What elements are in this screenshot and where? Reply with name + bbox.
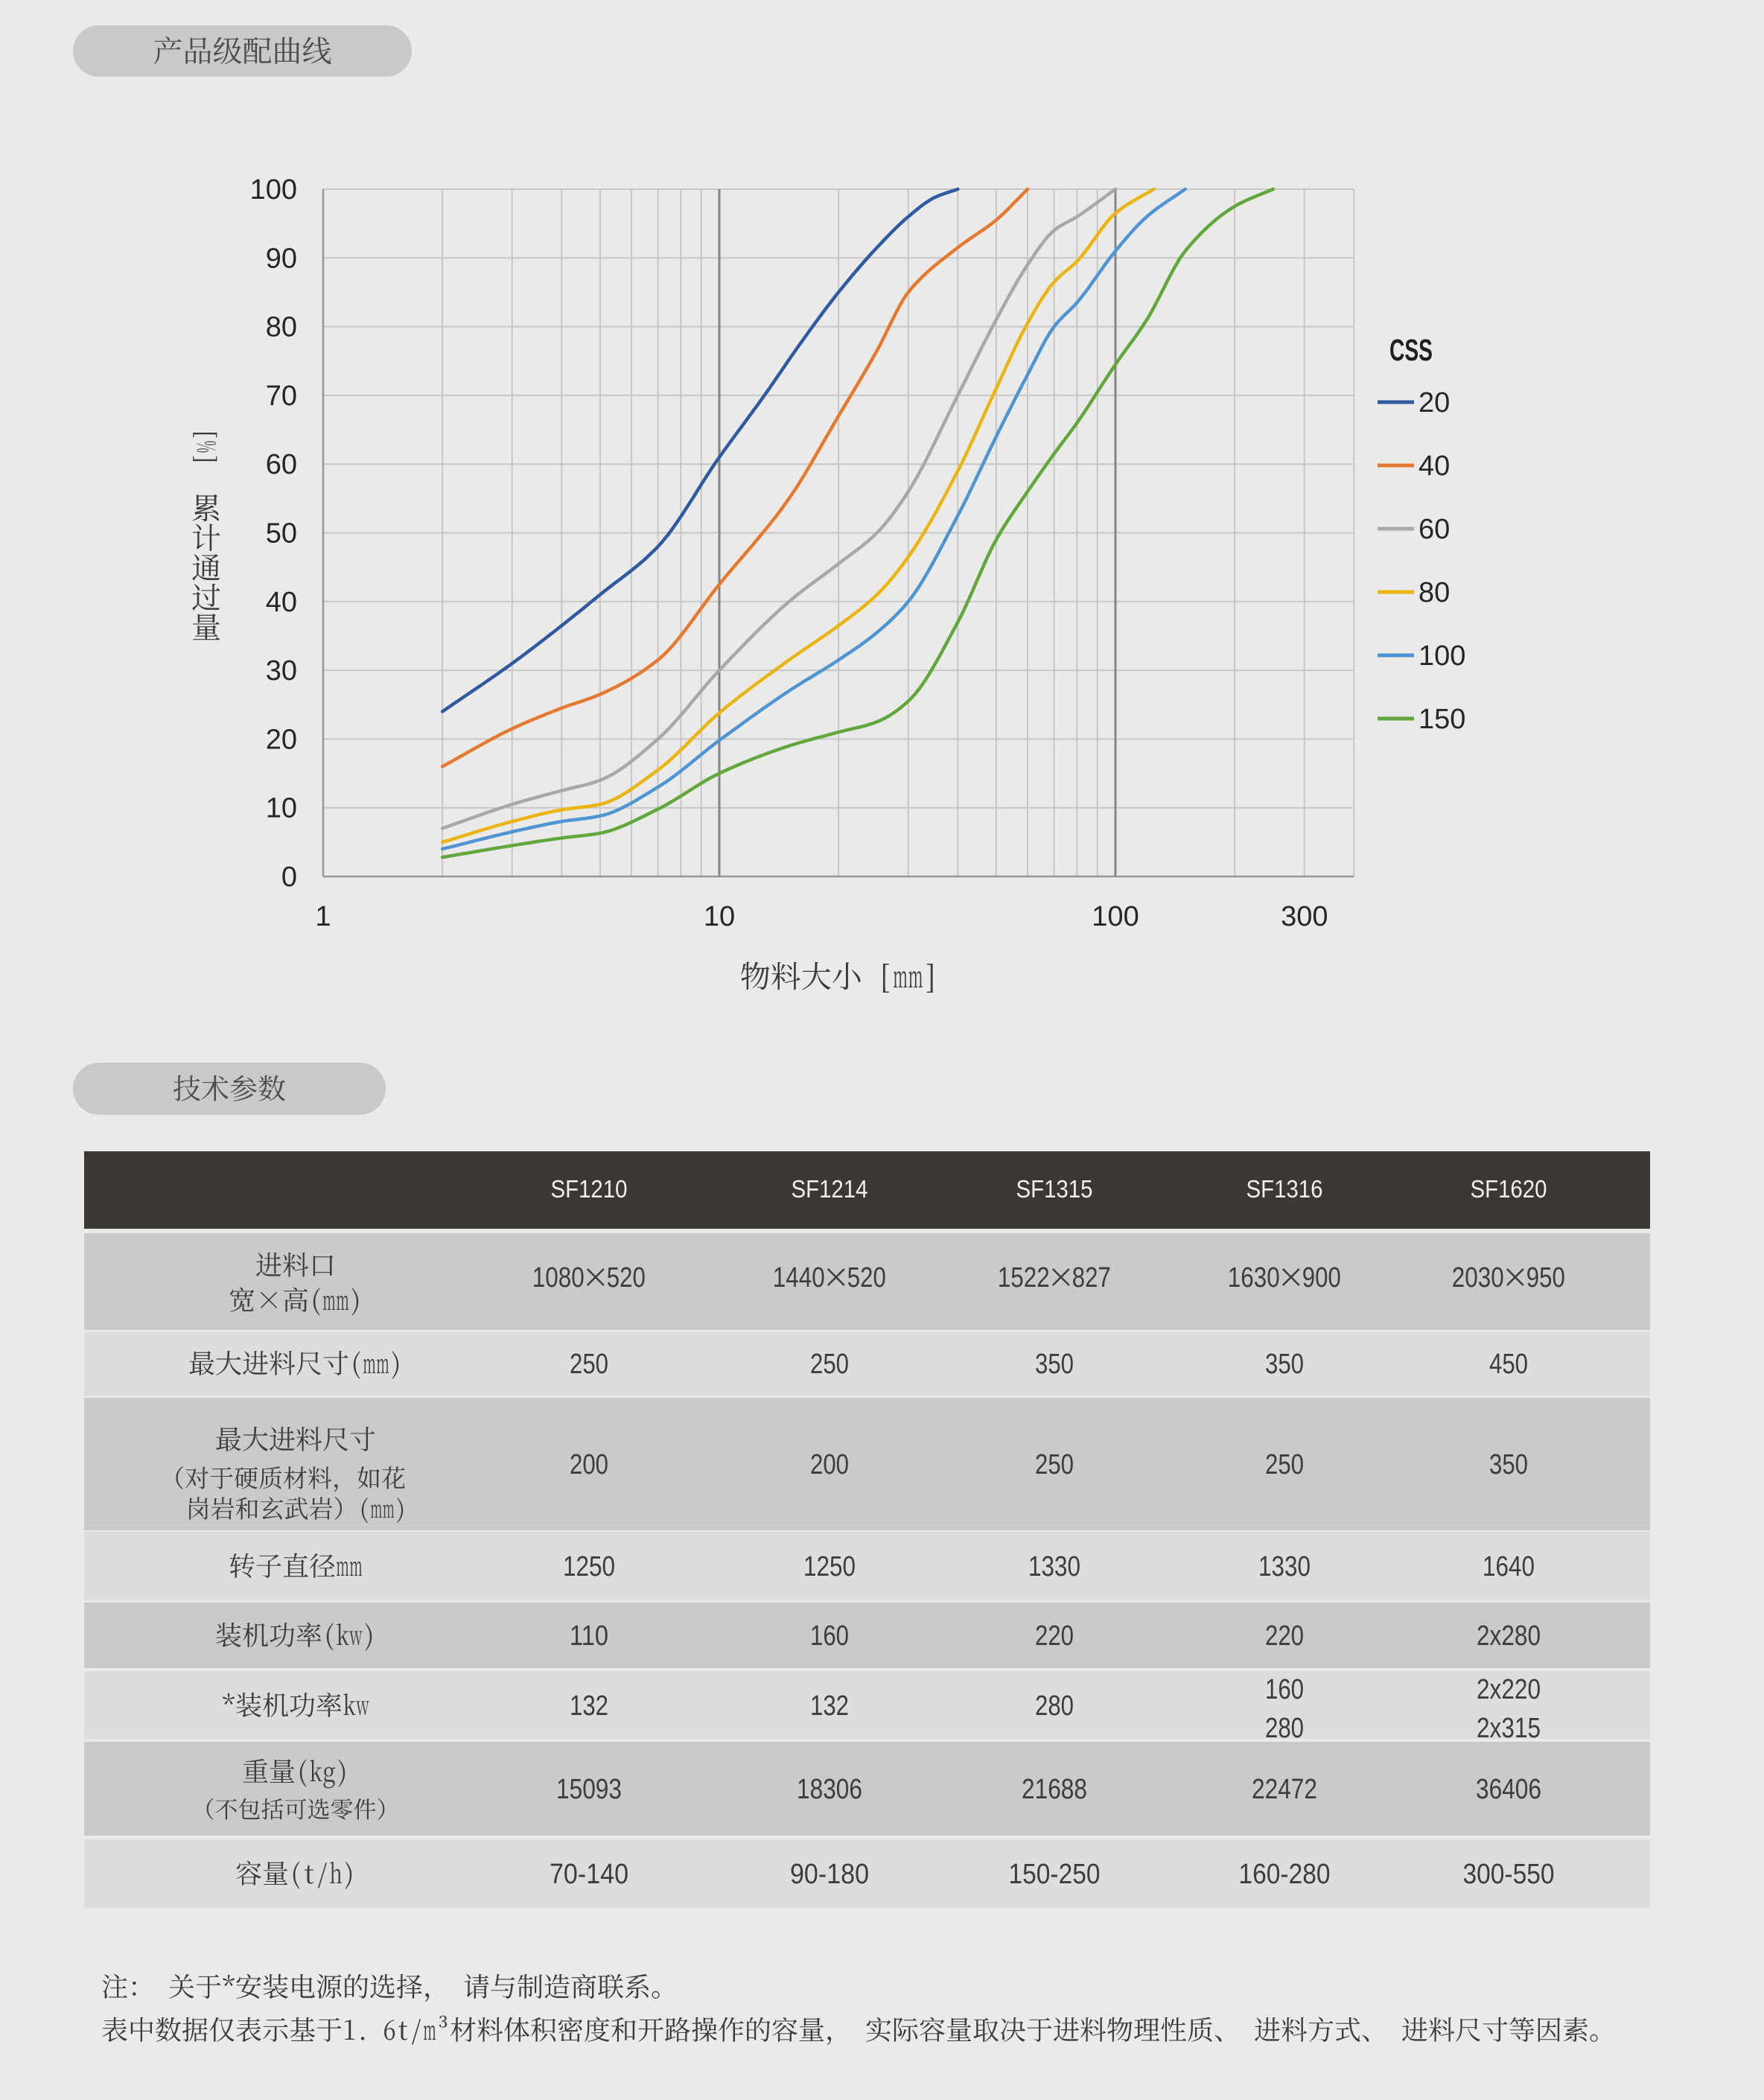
svg-text:60: 60 [266,449,297,480]
svg-text:350: 350 [1489,1449,1528,1480]
svg-text:90: 90 [266,243,297,274]
svg-text:90-180: 90-180 [790,1859,869,1890]
svg-text:SF1316: SF1316 [1246,1175,1323,1203]
svg-text:40: 40 [266,587,297,618]
svg-text:SF1315: SF1315 [1016,1175,1093,1203]
svg-text:827: 827 [1072,1262,1111,1294]
svg-text:250: 250 [1035,1449,1074,1480]
svg-text:250: 250 [570,1349,608,1380]
svg-text:1522: 1522 [998,1262,1050,1294]
svg-text:100: 100 [1418,640,1465,672]
svg-text:0: 0 [281,862,297,893]
svg-text:36406: 36406 [1476,1774,1541,1805]
svg-text:110: 110 [570,1620,608,1652]
svg-text:1: 1 [315,901,331,932]
svg-text:900: 900 [1302,1262,1341,1294]
svg-text:1080: 1080 [532,1262,585,1294]
svg-text:160-280: 160-280 [1239,1859,1331,1890]
svg-text:CSS: CSS [1389,333,1433,367]
svg-text:15093: 15093 [556,1774,622,1805]
svg-text:1640: 1640 [1483,1551,1535,1582]
svg-text:SF1214: SF1214 [792,1175,868,1203]
svg-text:2x315: 2x315 [1477,1713,1541,1744]
svg-text:22472: 22472 [1252,1774,1317,1805]
svg-text:300: 300 [1281,901,1328,932]
svg-text:10: 10 [266,793,297,824]
svg-text:100: 100 [250,174,297,206]
svg-text:70-140: 70-140 [550,1859,628,1890]
svg-text:80: 80 [266,312,297,343]
svg-text:18306: 18306 [797,1774,862,1805]
svg-text:1440: 1440 [773,1262,825,1294]
svg-text:200: 200 [810,1449,849,1480]
svg-text:50: 50 [266,518,297,550]
svg-text:1330: 1330 [1258,1551,1311,1582]
svg-text:950: 950 [1526,1262,1565,1294]
svg-text:520: 520 [847,1262,886,1294]
svg-text:70: 70 [266,381,297,412]
svg-text:30: 30 [266,655,297,687]
svg-text:300-550: 300-550 [1463,1859,1555,1890]
svg-text:160: 160 [810,1620,849,1652]
svg-text:132: 132 [810,1690,849,1722]
svg-text:100: 100 [1092,901,1139,932]
svg-text:10: 10 [704,901,735,932]
svg-text:2x220: 2x220 [1477,1674,1541,1705]
svg-text:1330: 1330 [1028,1551,1080,1582]
svg-text:280: 280 [1265,1713,1304,1744]
svg-text:20: 20 [1418,387,1450,419]
svg-text:350: 350 [1035,1349,1074,1380]
svg-text:132: 132 [570,1690,608,1722]
svg-text:1250: 1250 [803,1551,856,1582]
svg-text:2x280: 2x280 [1477,1620,1541,1652]
svg-text:21688: 21688 [1022,1774,1087,1805]
svg-text:520: 520 [607,1262,646,1294]
svg-text:200: 200 [570,1449,608,1480]
svg-text:40: 40 [1418,451,1450,482]
svg-text:20: 20 [266,724,297,755]
svg-text:60: 60 [1418,514,1450,545]
svg-text:250: 250 [1265,1449,1304,1480]
svg-text:SF1210: SF1210 [551,1175,628,1203]
svg-text:80: 80 [1418,577,1450,608]
svg-text:2030: 2030 [1452,1262,1504,1294]
svg-text:250: 250 [810,1349,849,1380]
svg-text:SF1620: SF1620 [1471,1175,1547,1203]
svg-text:150: 150 [1418,704,1465,735]
svg-text:160: 160 [1265,1674,1304,1705]
svg-text:280: 280 [1035,1690,1074,1722]
svg-text:150-250: 150-250 [1009,1859,1101,1890]
svg-text:450: 450 [1489,1349,1528,1380]
svg-text:1250: 1250 [563,1551,615,1582]
svg-text:220: 220 [1035,1620,1074,1652]
svg-text:1630: 1630 [1228,1262,1280,1294]
svg-text:220: 220 [1265,1620,1304,1652]
svg-text:350: 350 [1265,1349,1304,1380]
